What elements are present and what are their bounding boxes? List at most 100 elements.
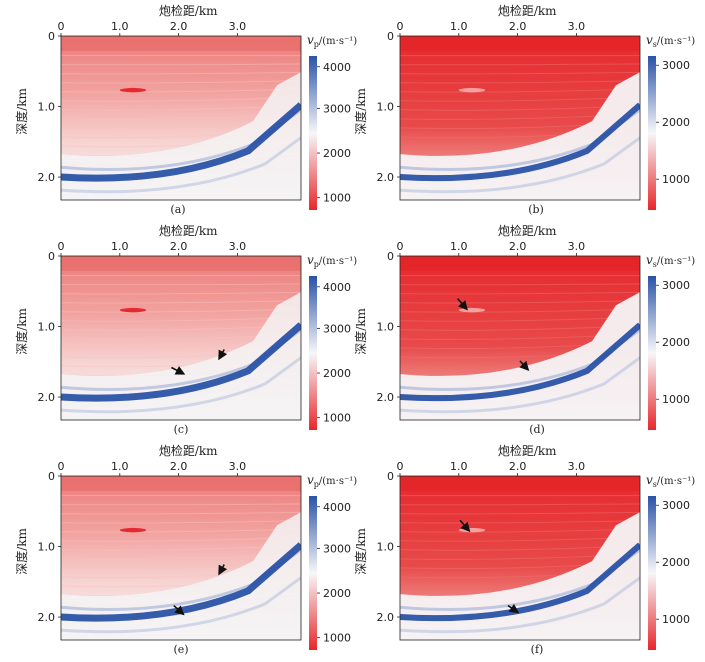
colorbar-tick-label: 3000	[323, 322, 351, 335]
x-axis-label: 炮检距/km	[498, 3, 557, 18]
x-axis-label: 炮检距/km	[159, 223, 218, 238]
x-tick-label: 3.0	[229, 460, 247, 473]
colorbar-tick-label: 2000	[662, 336, 690, 349]
y-tick-label: 1.0	[377, 541, 395, 554]
x-tick-label: 1.0	[450, 460, 468, 473]
panel-caption: (a)	[170, 203, 185, 216]
panel-caption: (d)	[529, 423, 545, 436]
colorbar-tick-label: 1000	[662, 173, 690, 186]
x-tick-label: 1.0	[111, 20, 129, 33]
x-tick-label: 3.0	[568, 240, 586, 253]
plot-frame	[399, 35, 641, 201]
anomaly-lens	[458, 87, 486, 93]
y-tick-label: 1.0	[377, 101, 395, 114]
x-tick-label: 0	[397, 240, 404, 253]
panel-f: 0 1.0 2.0 3.0 炮检距/km 0 1.0 2.0 深度/km 3000 2000 1000…	[353, 443, 695, 656]
velocity-section-f	[400, 476, 640, 640]
y-tick-label: 2.0	[38, 391, 56, 404]
colorbar-tick-label: 3000	[662, 499, 690, 512]
y-tick-label: 0	[48, 250, 55, 263]
colorbar-tick-label: 1000	[323, 192, 351, 205]
y-tick-label: 2.0	[38, 171, 56, 184]
panel-c: 0 1.0 2.0 3.0 炮检距/km 0 1.0 2.0 深度/km 4000 3000 2000…	[14, 223, 357, 436]
x-tick-label: 0	[397, 20, 404, 33]
y-axis-label: 深度/km	[353, 87, 368, 134]
colorbar-tick-label: 2000	[323, 367, 351, 380]
y-tick-label: 1.0	[38, 321, 56, 334]
x-tick-label: 1.0	[450, 240, 468, 253]
colorbar-tick-label: 1000	[662, 613, 690, 626]
x-tick-label: 2.0	[170, 460, 188, 473]
y-tick-label: 0	[48, 30, 55, 43]
colorbar-tick-label: 4000	[323, 501, 351, 514]
annotation-arrow	[218, 564, 228, 576]
plot-frame	[399, 475, 641, 641]
x-axis-label: 炮检距/km	[159, 3, 218, 18]
panel-caption: (b)	[528, 203, 544, 216]
colorbar-tick-label: 2000	[662, 556, 690, 569]
x-tick-label: 0	[58, 240, 65, 253]
colorbar	[648, 496, 656, 650]
y-tick-label: 2.0	[377, 391, 395, 404]
colorbar-tick-label: 1000	[323, 412, 351, 425]
colorbar	[309, 276, 317, 430]
x-axis-label: 炮检距/km	[159, 443, 218, 458]
colorbar-tick-label: 3000	[323, 542, 351, 555]
y-tick-label: 1.0	[38, 101, 56, 114]
annotation-arrow	[218, 349, 228, 361]
y-tick-label: 0	[387, 250, 394, 263]
anomaly-lens	[119, 527, 147, 533]
y-tick-label: 2.0	[377, 611, 395, 624]
y-axis-label: 深度/km	[14, 87, 29, 134]
panel-d: 0 1.0 2.0 3.0 炮检距/km 0 1.0 2.0 深度/km 3000 2000 1000…	[353, 223, 695, 436]
x-tick-label: 1.0	[450, 20, 468, 33]
x-tick-label: 3.0	[229, 240, 247, 253]
x-tick-label: 2.0	[170, 240, 188, 253]
velocity-section-b	[400, 36, 640, 200]
colorbar-tick-label: 3000	[662, 59, 690, 72]
anomaly-lens	[458, 307, 486, 313]
x-tick-label: 3.0	[568, 460, 586, 473]
colorbar-title: vp/(m·s⁻¹)	[307, 33, 357, 49]
x-tick-label: 2.0	[509, 460, 527, 473]
annotation-arrow	[171, 365, 186, 375]
y-tick-label: 0	[387, 30, 394, 43]
anomaly-lens	[119, 307, 147, 313]
annotation-arrow	[173, 604, 185, 616]
y-tick-label: 1.0	[377, 321, 395, 334]
anomaly-lens	[458, 527, 486, 533]
colorbar-title: vp/(m·s⁻¹)	[307, 253, 357, 269]
annotation-arrow	[507, 603, 520, 614]
y-tick-label: 2.0	[377, 171, 395, 184]
y-axis-label: 深度/km	[14, 527, 29, 574]
colorbar-title: vp/(m·s⁻¹)	[307, 473, 357, 489]
anomaly-lens	[119, 87, 147, 93]
annotation-arrow	[459, 519, 471, 533]
annotation-arrow	[456, 298, 468, 311]
y-tick-label: 1.0	[38, 541, 56, 554]
colorbar-tick-label: 2000	[323, 587, 351, 600]
x-tick-label: 0	[58, 460, 65, 473]
colorbar-tick-label: 4000	[323, 61, 351, 74]
velocity-section-a	[61, 36, 301, 200]
x-axis-label: 炮检距/km	[498, 443, 557, 458]
velocity-section-d	[400, 256, 640, 420]
x-axis-label: 炮检距/km	[498, 223, 557, 238]
colorbar-tick-label: 1000	[323, 632, 351, 645]
panel-b: 0 1.0 2.0 3.0 炮检距/km 0 1.0 2.0 深度/km 3000 2000 1000…	[353, 3, 695, 216]
plot-frame	[60, 255, 302, 421]
colorbar	[309, 496, 317, 650]
panel-e: 0 1.0 2.0 3.0 炮检距/km 0 1.0 2.0 深度/km 4000 3000 2000…	[14, 443, 357, 656]
x-tick-label: 2.0	[509, 20, 527, 33]
x-tick-label: 0	[397, 460, 404, 473]
x-tick-label: 3.0	[568, 20, 586, 33]
colorbar-title: vs/(m·s⁻¹)	[646, 473, 695, 489]
colorbar-tick-label: 2000	[323, 147, 351, 160]
colorbar-title: vs/(m·s⁻¹)	[646, 253, 695, 269]
x-tick-label: 2.0	[170, 20, 188, 33]
colorbar	[648, 56, 656, 210]
y-axis-label: 深度/km	[14, 307, 29, 354]
panel-a: 0 1.0 2.0 3.0 炮检距/km 0 1.0 2.0 深度/km 4000 3000 2000…	[14, 3, 357, 216]
plot-frame	[60, 35, 302, 201]
